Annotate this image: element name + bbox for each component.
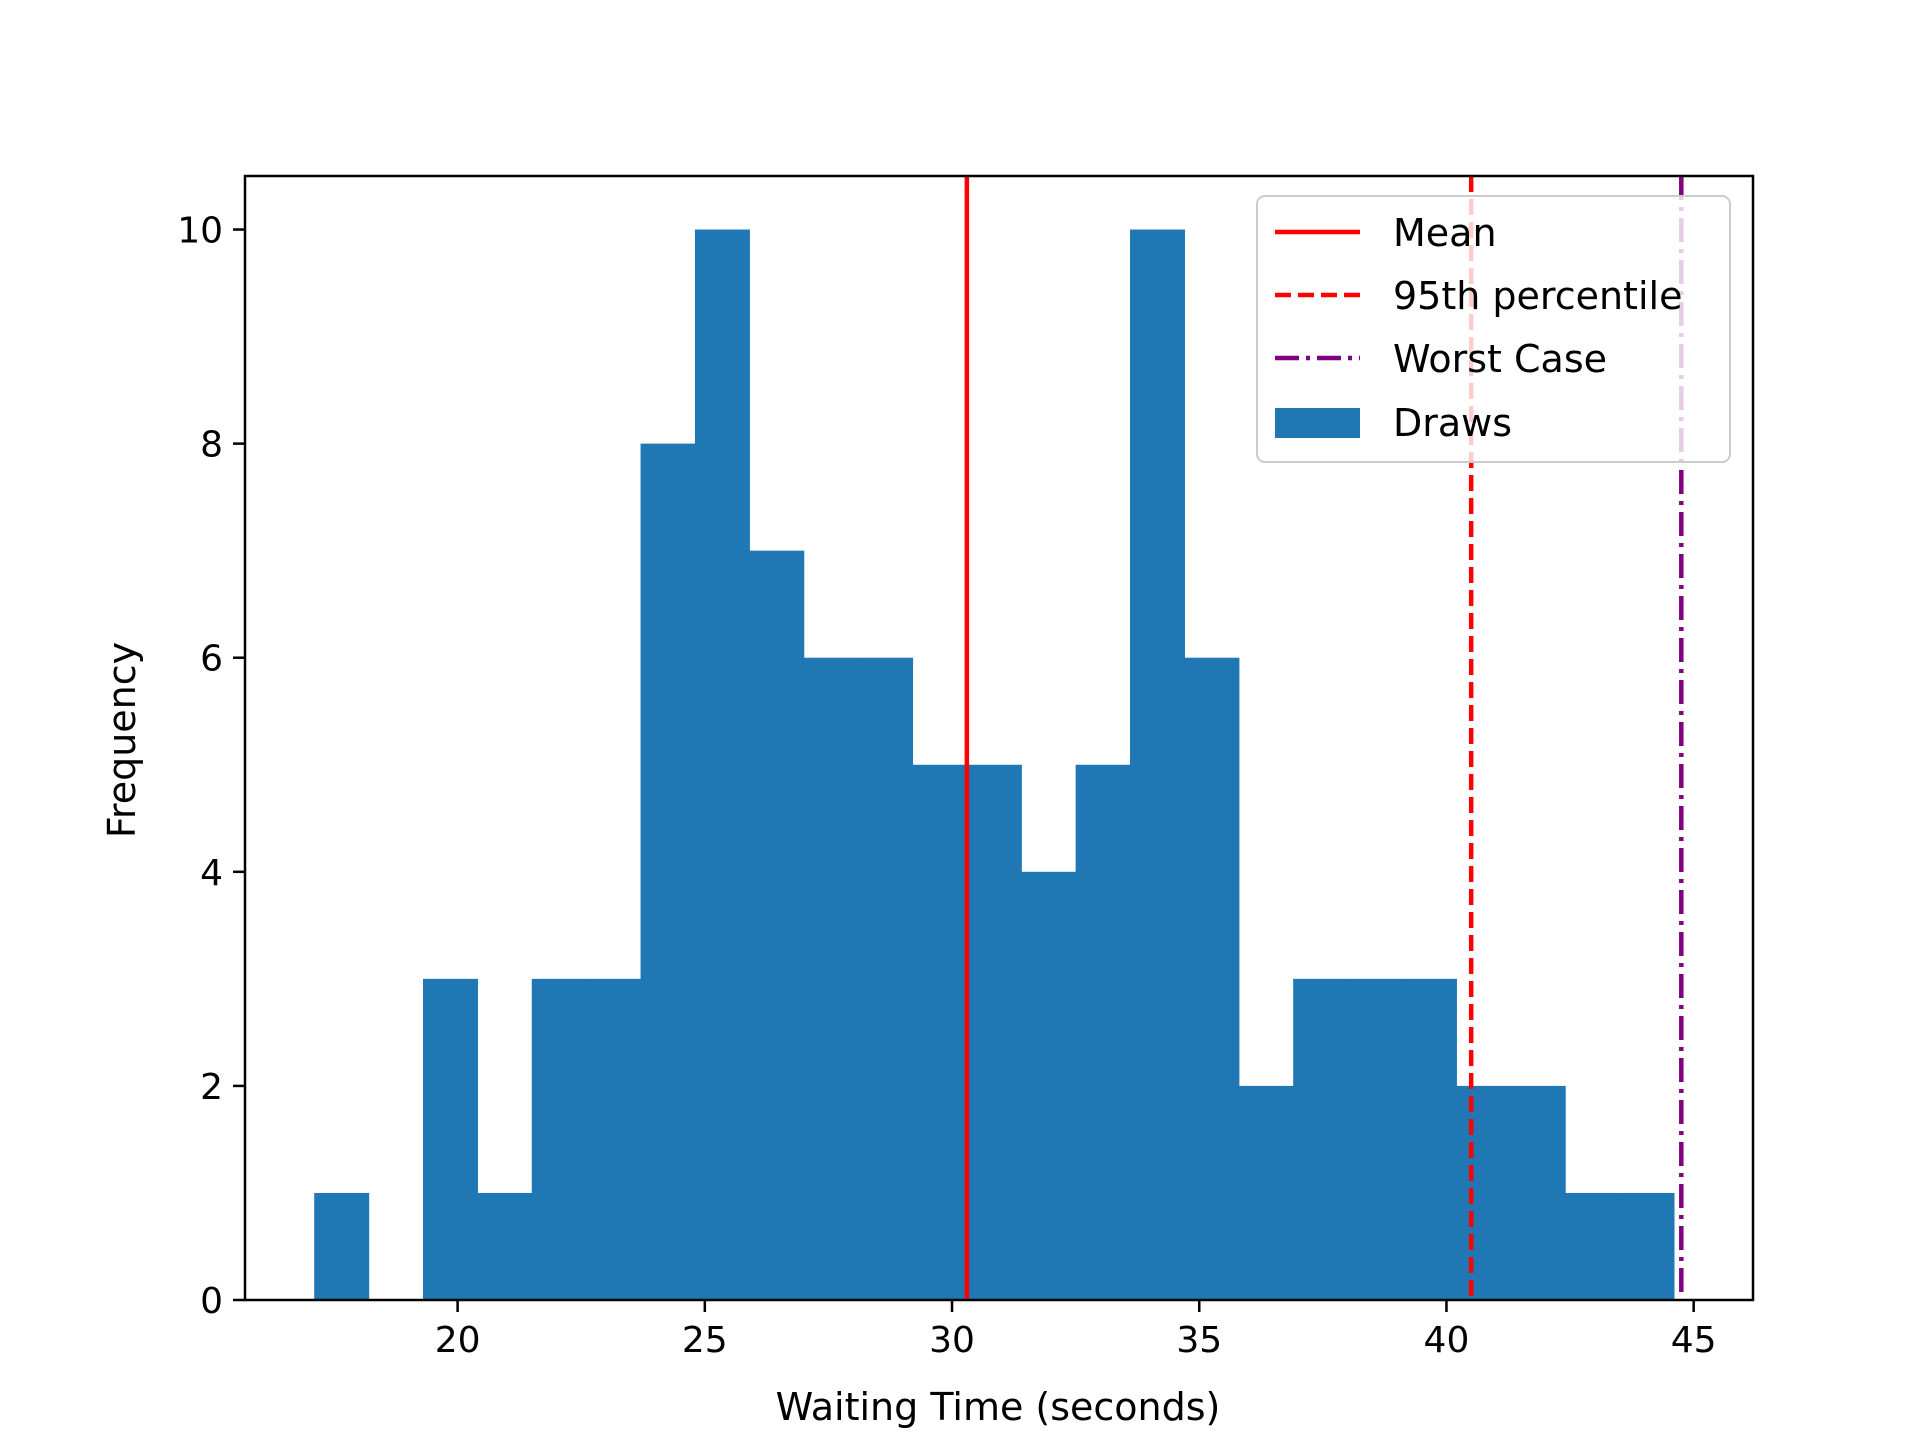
histogram-bar — [966, 764, 1022, 1300]
x-axis-title: Waiting Time (seconds) — [776, 1385, 1221, 1429]
y-tick-label: 8 — [200, 425, 223, 466]
histogram-bar — [1347, 978, 1403, 1300]
y-tick-label: 10 — [177, 211, 223, 252]
histogram-bar — [422, 978, 478, 1300]
histogram-bar — [1293, 978, 1349, 1300]
histogram-bar — [749, 550, 805, 1300]
legend-draws-label: Draws — [1393, 401, 1512, 445]
legend: Mean 95th percentile Worst Case Draws — [1256, 195, 1731, 463]
x-tick-label: 30 — [929, 1320, 975, 1361]
histogram-bar — [640, 443, 696, 1301]
legend-mean-label: Mean — [1393, 211, 1497, 255]
x-tick-label: 20 — [435, 1320, 481, 1361]
y-axis-ticks: 0 2 4 6 8 10 — [177, 211, 245, 1322]
x-tick-label: 45 — [1671, 1320, 1717, 1361]
histogram-bar — [1456, 1085, 1512, 1300]
y-tick-label: 0 — [200, 1281, 223, 1322]
histogram-bar — [1021, 871, 1077, 1300]
y-tick-label: 4 — [200, 853, 223, 894]
y-tick-label: 6 — [200, 639, 223, 680]
histogram-bar — [531, 978, 587, 1300]
x-tick-label: 25 — [682, 1320, 728, 1361]
histogram-bar — [1565, 1192, 1621, 1300]
histogram-bars — [314, 229, 1675, 1301]
histogram-bar — [1401, 978, 1457, 1300]
histogram-bar — [694, 229, 750, 1300]
plot-frame — [243, 174, 1755, 1302]
histogram-bar — [477, 1192, 533, 1300]
histogram-bar — [912, 764, 968, 1300]
histogram-bar — [1130, 229, 1186, 1300]
legend-95th-label: 95th percentile — [1393, 274, 1682, 318]
x-tick-label: 35 — [1176, 1320, 1222, 1361]
histogram-bar — [1510, 1085, 1566, 1300]
histogram-bar — [803, 657, 859, 1300]
histogram-bar — [586, 978, 642, 1300]
y-tick-label: 2 — [200, 1067, 223, 1108]
histogram-bar — [1075, 764, 1131, 1300]
histogram-bar — [1238, 1085, 1294, 1300]
histogram-bar — [858, 657, 914, 1300]
legend-worst-case-label: Worst Case — [1393, 337, 1607, 381]
x-tick-label: 40 — [1424, 1320, 1470, 1361]
histogram-bar — [1619, 1192, 1675, 1300]
histogram-bar — [1184, 657, 1240, 1300]
y-axis-title: Frequency — [100, 642, 144, 838]
legend-draws-swatch — [1275, 408, 1360, 438]
x-axis-ticks: 20 25 30 35 40 45 — [435, 1300, 1717, 1361]
legend-box — [1256, 195, 1731, 463]
histogram-bar — [314, 1192, 370, 1300]
